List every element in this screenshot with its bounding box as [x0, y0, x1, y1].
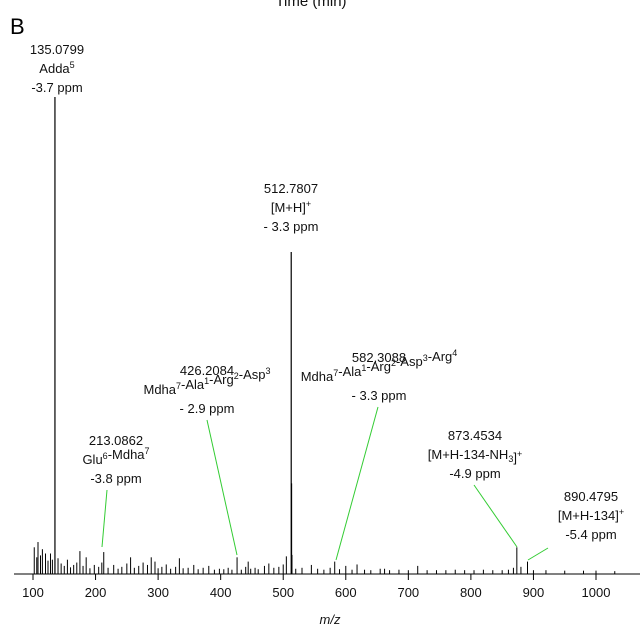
peak-annotation-ppm: -5.4 ppm: [565, 527, 616, 542]
peak-labels-layer: 135.0799 Adda5 -3.7 ppm 512.7807 [M+H]+ - 3.3…: [30, 42, 624, 542]
x-tick-label: 700: [397, 585, 419, 600]
x-axis-ticks: 100 200 300 400 500 600 700 800 900 1000: [22, 574, 610, 600]
panel-label: B: [10, 14, 25, 39]
peak-annotation-mz: 135.0799: [30, 42, 84, 57]
peaks-layer: [33, 97, 616, 574]
peak-annotation-ion: [M+H-134]+: [558, 507, 624, 523]
peak-annotation-ion: Mdha7-Ala1-Arg2-Asp3: [143, 366, 270, 397]
peak-annotation-ppm: - 3.3 ppm: [264, 219, 319, 234]
peak-annotation-mz: 582.3088: [352, 350, 406, 365]
peak-annotation: 512.7807 [M+H]+ - 3.3 ppm: [264, 181, 319, 234]
peak-annotation-ion: Adda5: [39, 60, 74, 76]
peak-annotation-ppm: -4.9 ppm: [449, 466, 500, 481]
x-tick-label: 200: [85, 585, 107, 600]
x-tick-label: 400: [210, 585, 232, 600]
x-axis-label: m/z: [320, 612, 341, 627]
peak-annotation-ion: Mdha7-Ala1-Arg2-Asp3-Arg4: [301, 348, 458, 384]
x-tick-label: 300: [147, 585, 169, 600]
annotation-leader-line: [527, 547, 549, 561]
peak-annotation-mz: 213.0862: [89, 433, 143, 448]
peak-annotation: 135.0799 Adda5 -3.7 ppm: [30, 42, 84, 95]
annotation-leader-line: [473, 484, 518, 548]
clipped-axis-title: Time (min): [275, 0, 346, 10]
x-tick-label: 800: [460, 585, 482, 600]
peak-annotation-ppm: -3.8 ppm: [90, 471, 141, 486]
x-tick-label: 900: [523, 585, 545, 600]
x-tick-label: 1000: [582, 585, 611, 600]
peak-annotation-mz: 890.4795: [564, 489, 618, 504]
peak-annotation-ion: [M+H]+: [271, 199, 311, 215]
peak-annotation-ppm: - 2.9 ppm: [180, 401, 235, 416]
annotation-leader-line: [206, 419, 238, 556]
peak-annotation-mz: 873.4534: [448, 428, 502, 443]
annotation-leader-line: [335, 406, 379, 561]
x-tick-label: 100: [22, 585, 44, 600]
annotation-leader-line: [101, 489, 108, 548]
peak-annotation-mz: 426.2084: [180, 363, 234, 378]
peak-annotation: 873.4534 [M+H-134-NH3]+-4.9 ppm: [428, 428, 522, 481]
leader-lines-layer: [101, 406, 549, 561]
peak-annotation-ppm: -3.7 ppm: [31, 80, 82, 95]
peak-annotation-ion: [M+H-134-NH3]+: [428, 447, 522, 465]
peak-annotation-mz: 512.7807: [264, 181, 318, 196]
x-tick-label: 500: [272, 585, 294, 600]
peak-annotation-ppm: - 3.3 ppm: [352, 388, 407, 403]
x-tick-label: 600: [335, 585, 357, 600]
peak-annotation-ion: Glu6-Mdha7: [82, 446, 149, 467]
peak-annotation: 890.4795 [M+H-134]+ -5.4 ppm: [558, 489, 624, 542]
